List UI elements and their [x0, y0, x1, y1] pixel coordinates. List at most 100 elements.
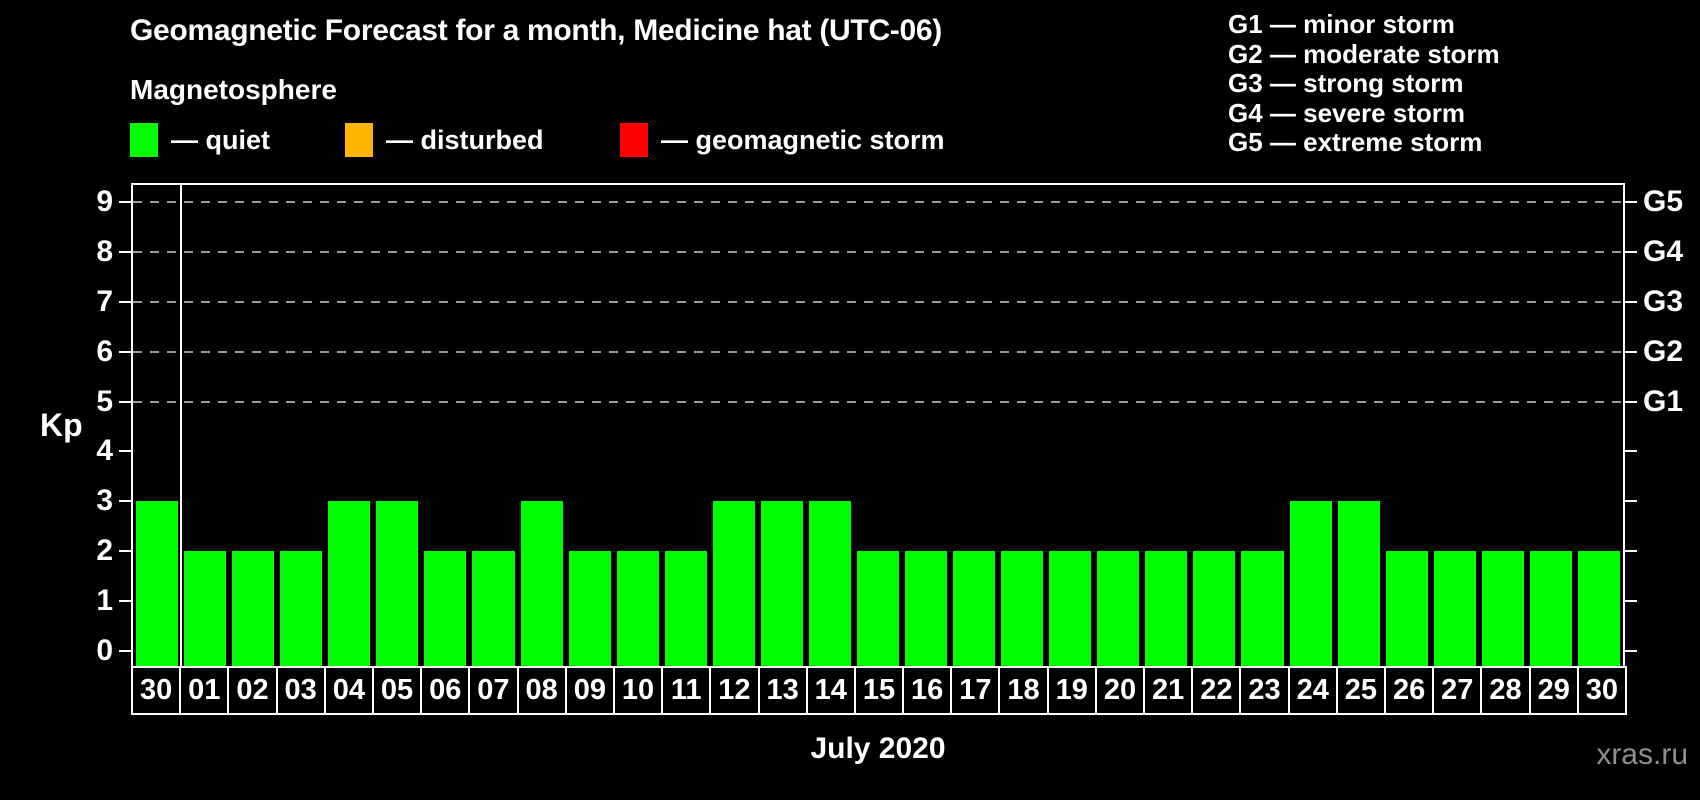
kp-bar-day-09 — [568, 551, 611, 666]
kp-tick-right — [1625, 250, 1637, 253]
kp-bar-day-08 — [520, 501, 563, 666]
kp-tick-right — [1625, 200, 1637, 203]
disturbed-color-swatch — [345, 123, 373, 157]
kp-tick-left — [119, 600, 131, 603]
g5-legend-line: G5 — extreme storm — [1228, 127, 1483, 157]
x-axis-day-label: 17 — [950, 666, 1001, 715]
g-scale-legend: G1 — minor storm G2 — moderate storm G3 … — [1228, 9, 1500, 158]
kp-bar-day-03 — [280, 551, 323, 666]
x-axis-day-label: 21 — [1143, 666, 1194, 715]
y-axis-tick-label: 3 — [96, 484, 113, 518]
month-separator-line — [180, 185, 183, 666]
kp-bar-day-11 — [664, 551, 707, 666]
x-axis-day-label: 12 — [709, 666, 760, 715]
kp-bar-day-04 — [328, 501, 371, 666]
kp-bar-day-23 — [1241, 551, 1284, 666]
x-axis-day-label: 22 — [1191, 666, 1242, 715]
kp-tick-left — [119, 200, 131, 203]
kp-bar-day-21 — [1145, 551, 1188, 666]
y-axis-tick-label: 9 — [96, 184, 113, 218]
kp-tick-left — [119, 650, 131, 652]
kp-bar-day-15 — [856, 551, 900, 666]
x-axis-day-label: 02 — [227, 666, 278, 715]
y-axis-title: Kp — [40, 407, 83, 443]
kp-tick-right — [1625, 500, 1637, 503]
x-axis-day-label: 05 — [371, 666, 423, 715]
x-axis-day-label: 09 — [564, 666, 615, 715]
kp-bar-day-26 — [1385, 551, 1428, 666]
x-axis-day-label: 10 — [612, 666, 664, 715]
kp-bar-day-30 — [136, 501, 179, 666]
kp-bar-day-30 — [1577, 551, 1620, 666]
kp-tick-right — [1625, 450, 1637, 453]
right-axis-label-g4: G4 — [1643, 234, 1684, 268]
plot-area — [131, 183, 1625, 668]
x-axis-day-label: 25 — [1335, 666, 1387, 715]
kp-bar-day-16 — [905, 551, 948, 666]
x-axis-day-label: 29 — [1528, 666, 1579, 715]
kp-tick-right — [1625, 650, 1637, 652]
kp-bar-day-10 — [616, 551, 659, 666]
right-axis-label-g2: G2 — [1643, 334, 1684, 368]
x-axis-day-label: 30 — [1576, 666, 1627, 715]
x-axis-day-label: 19 — [1046, 666, 1097, 715]
kp-tick-left — [119, 250, 131, 253]
kp-tick-right — [1625, 350, 1637, 353]
kp-gridline-5 — [133, 400, 1623, 403]
kp-gridline-6 — [133, 350, 1623, 353]
storm-color-swatch — [620, 123, 648, 157]
legend-item-disturbed: — disturbed — [345, 122, 544, 158]
kp-tick-left — [119, 350, 131, 353]
kp-tick-right — [1625, 550, 1637, 553]
x-axis-day-label: 16 — [902, 666, 953, 715]
kp-bar-day-27 — [1433, 551, 1476, 666]
magnetosphere-heading: Magnetosphere — [130, 74, 337, 105]
kp-bar-day-19 — [1049, 551, 1092, 666]
legend-label-geomagnetic-storm: — geomagnetic storm — [661, 124, 945, 155]
chart-title: Geomagnetic Forecast for a month, Medici… — [130, 14, 942, 47]
y-axis-tick-label: 6 — [96, 334, 113, 368]
legend-label-quiet: — quiet — [171, 124, 270, 155]
x-axis-day-label: 03 — [275, 666, 326, 715]
x-axis-title: July 2020 — [810, 732, 946, 765]
kp-bar-day-18 — [1001, 551, 1044, 666]
y-axis-tick-label: 4 — [96, 434, 113, 468]
legend-label-disturbed: — disturbed — [386, 124, 544, 155]
kp-gridline-9 — [133, 200, 1623, 203]
kp-bar-day-25 — [1337, 501, 1380, 666]
kp-bar-day-17 — [953, 551, 996, 666]
kp-gridline-7 — [133, 300, 1623, 303]
right-axis-label-g1: G1 — [1643, 384, 1684, 418]
x-axis-day-label: 04 — [323, 666, 374, 715]
legend-item-geomagnetic-storm: — geomagnetic storm — [620, 122, 945, 158]
x-axis-day-label: 26 — [1384, 666, 1435, 715]
kp-gridline-8 — [133, 250, 1623, 253]
g4-legend-line: G4 — severe storm — [1228, 97, 1466, 128]
kp-tick-left — [119, 450, 131, 453]
g1-legend-line: G1 — minor storm — [1228, 9, 1455, 39]
x-axis-day-label: 13 — [757, 666, 808, 715]
y-axis-tick-label: 1 — [96, 584, 113, 618]
kp-bar-day-01 — [184, 551, 227, 666]
kp-bar-day-05 — [376, 501, 419, 666]
kp-tick-left — [119, 400, 131, 403]
kp-bar-day-13 — [760, 501, 803, 666]
kp-bar-day-24 — [1289, 501, 1332, 666]
x-axis-day-label: 08 — [516, 666, 567, 715]
kp-tick-left — [119, 300, 131, 303]
kp-bar-day-14 — [808, 501, 851, 666]
x-axis-day-label: 20 — [1094, 666, 1146, 715]
legend-item-quiet: — quiet — [130, 122, 270, 158]
kp-tick-right — [1625, 400, 1637, 403]
kp-bar-day-22 — [1193, 551, 1236, 666]
right-axis-label-g3: G3 — [1643, 284, 1684, 318]
x-axis-day-label: 24 — [1287, 666, 1338, 715]
quiet-color-swatch — [130, 123, 158, 157]
kp-bar-day-07 — [472, 551, 515, 666]
x-axis-day-label: 07 — [468, 666, 519, 715]
kp-bar-day-12 — [712, 501, 755, 666]
x-axis-day-label: 30 — [131, 666, 182, 715]
kp-bar-day-06 — [424, 551, 467, 666]
kp-tick-right — [1625, 300, 1637, 303]
